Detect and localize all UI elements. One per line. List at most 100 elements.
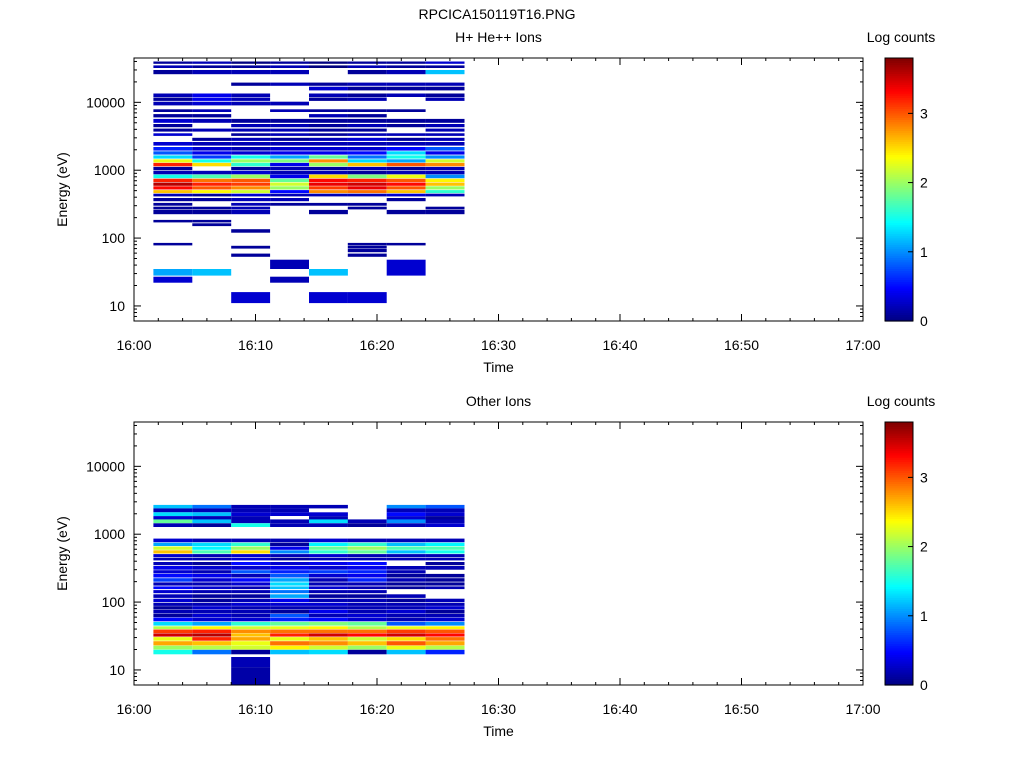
heatmap-cell [425, 508, 465, 513]
heatmap-cell [153, 550, 193, 554]
heatmap-cell [386, 512, 426, 516]
heatmap-cell [192, 566, 232, 570]
heatmap-cell [425, 546, 465, 550]
heatmap-cell [231, 137, 271, 141]
heatmap-cell [192, 182, 232, 186]
heatmap-cell [347, 170, 387, 175]
heatmap-cell [386, 578, 426, 582]
colorbar-segment [885, 228, 913, 232]
heatmap-cell [347, 249, 387, 253]
heatmap-cell [192, 118, 232, 123]
heatmap-cell [425, 617, 465, 622]
heatmap-cell [270, 186, 309, 190]
heatmap-cell [231, 573, 271, 578]
colorbar-segment [885, 542, 913, 546]
heatmap-cell [425, 93, 465, 97]
heatmap-cell [231, 151, 271, 155]
heatmap-cell [425, 554, 465, 558]
heatmap-cell [309, 566, 348, 570]
heatmap-cell [231, 516, 271, 520]
colorbar-segment [885, 481, 913, 484]
colorbar-segment [885, 614, 913, 618]
heatmap-cell [386, 70, 426, 75]
heatmap-cell [192, 190, 232, 194]
heatmap-cell [192, 504, 232, 509]
colorbar-segment [885, 588, 913, 592]
colorbar-segment [885, 123, 913, 127]
heatmap-cell [309, 178, 348, 182]
heatmap-cell [347, 609, 387, 614]
heatmap-cell [153, 166, 193, 171]
colorbar-segment [885, 435, 913, 438]
heatmap-cell [153, 586, 193, 590]
heatmap-cell [309, 128, 348, 132]
heatmap-cell [347, 594, 387, 598]
colorbar-segment [885, 452, 913, 456]
heatmap-cell [386, 523, 426, 527]
heatmap-cell [192, 61, 232, 64]
colorbar-segment [885, 125, 913, 129]
heatmap-cell [347, 566, 387, 570]
heatmap-cell [231, 65, 271, 68]
colorbar-segment [885, 422, 913, 425]
heatmap-cell [309, 61, 348, 64]
heatmap-cell [386, 82, 426, 86]
heatmap-cell [309, 550, 348, 554]
heatmap-cell [153, 209, 193, 215]
heatmap-cell [309, 65, 348, 68]
heatmap-cell [386, 617, 426, 622]
colorbar-segment [885, 649, 913, 653]
heatmap-cell [153, 186, 193, 190]
heatmap-cell [386, 649, 426, 655]
heatmap-cell [231, 598, 271, 602]
colorbar-segment [885, 156, 913, 160]
colorbar-segment [885, 209, 913, 213]
colorbar-segment [885, 217, 913, 221]
colorbar-segment [885, 599, 913, 603]
heatmap-cell [347, 86, 387, 91]
colorbar-segment [885, 145, 913, 149]
heatmap-cell [270, 508, 309, 513]
heatmap-cell [386, 609, 426, 614]
heatmap-cell [270, 118, 309, 123]
colorbar-segment [885, 514, 913, 517]
heatmap-cell [192, 114, 232, 118]
heatmap-cell [231, 128, 271, 132]
heatmap-cell [192, 613, 232, 618]
heatmap-cell [231, 523, 271, 527]
heatmap-cell [192, 598, 232, 602]
heatmap-cell [270, 621, 309, 626]
heatmap-cell [347, 128, 387, 132]
colorbar-segment [885, 511, 913, 515]
heatmap-cell [347, 118, 387, 123]
heatmap-cell [309, 170, 348, 175]
heatmap-cell [270, 629, 309, 634]
colorbar: 0 1 2 3 Log counts [867, 29, 936, 329]
heatmap-cell [192, 223, 232, 227]
colorbar-segment [885, 575, 913, 579]
heatmap-cell [192, 512, 232, 516]
heatmap-cell [270, 70, 309, 75]
heatmap-cell [153, 193, 193, 197]
heatmap-cell [231, 193, 271, 197]
colorbar-segment [885, 200, 913, 204]
colorbar-segment [885, 204, 913, 208]
heatmap-cell [425, 562, 465, 566]
colorbar-segment [885, 678, 913, 682]
heatmap-cell [386, 65, 426, 68]
colorbar-segment [885, 472, 913, 476]
colorbar-segment [885, 638, 913, 642]
heatmap-cell [309, 598, 348, 602]
heatmap-cell [153, 582, 193, 586]
heatmap-cell [386, 259, 426, 269]
colorbar-segment [885, 535, 913, 539]
heatmap-cell [270, 633, 309, 637]
colorbar-segment [885, 428, 913, 432]
colorbar-segment [885, 656, 913, 660]
colorbar-segment [885, 182, 913, 186]
colorbar-segment [885, 533, 913, 537]
heatmap-cell [270, 617, 309, 622]
x-tick-label: 16:40 [602, 701, 637, 717]
heatmap-cell [153, 178, 193, 182]
heatmap-cell [347, 142, 387, 146]
